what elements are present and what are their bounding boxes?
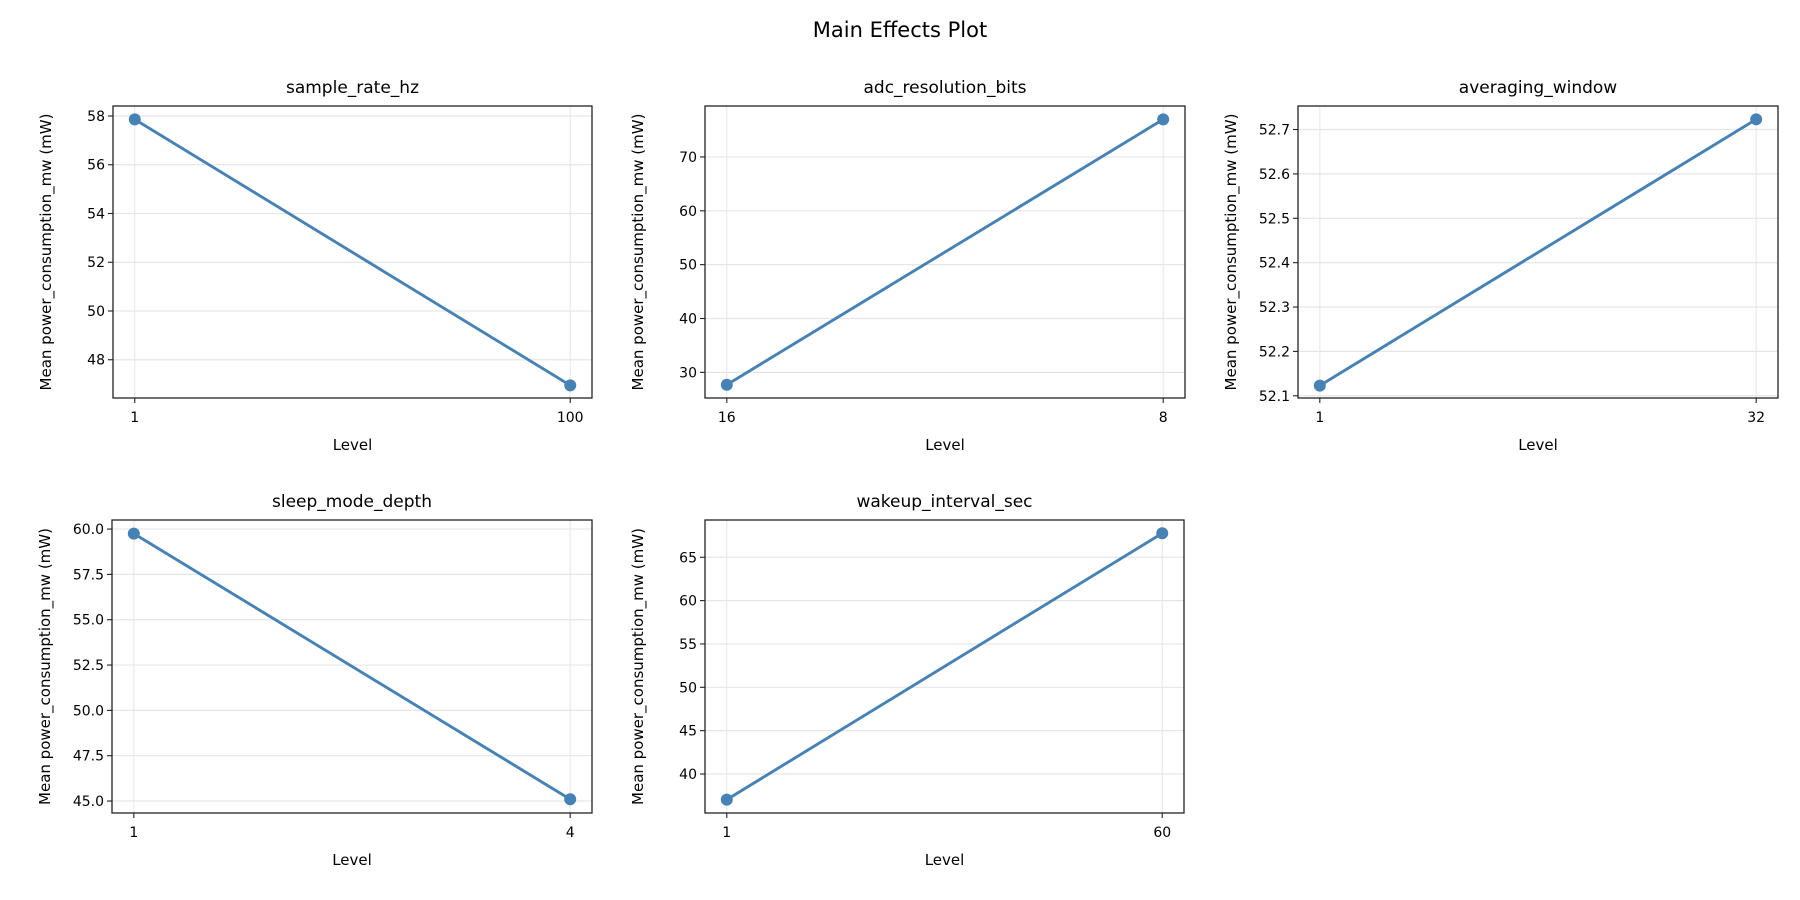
y-tick-label: 56 bbox=[87, 158, 105, 174]
y-tick-label: 52.3 bbox=[1259, 300, 1290, 316]
subplot-title: adc_resolution_bits bbox=[864, 78, 1027, 98]
series-line bbox=[133, 532, 571, 801]
subplot-wakeup_interval_sec: 40 45 50 55 60 65 1 60 wakeup_interval_sec Level M… bbox=[629, 492, 1185, 869]
y-tick-label: 50 bbox=[87, 304, 105, 320]
data-point-60 bbox=[1156, 527, 1169, 540]
y-tick-label: 58 bbox=[87, 109, 105, 125]
y-tick-label: 52.6 bbox=[1259, 167, 1290, 183]
figure-title: Main Effects Plot bbox=[813, 18, 987, 42]
series-line bbox=[1319, 118, 1757, 387]
x-tick-label: 1 bbox=[1315, 410, 1324, 426]
x-tick-label: 4 bbox=[566, 825, 575, 841]
data-point-1 bbox=[720, 793, 733, 806]
data-point-100 bbox=[564, 379, 577, 392]
y-tick-label: 60 bbox=[679, 594, 697, 610]
x-axis-label: Level bbox=[1518, 436, 1558, 454]
y-tick-label: 50.0 bbox=[73, 703, 104, 719]
x-tick-label: 32 bbox=[1747, 410, 1765, 426]
x-axis-label: Level bbox=[332, 851, 372, 869]
y-axis-label: Mean power_consumption_mw (mW) bbox=[629, 528, 648, 805]
subplot-sleep_mode_depth: 45.0 47.5 50.0 52.5 55.0 57.5 60.0 1 4 sleep_mode… bbox=[36, 492, 593, 869]
data-point-1 bbox=[127, 527, 140, 540]
x-tick-label: 8 bbox=[1159, 410, 1168, 426]
y-tick-label: 47.5 bbox=[73, 749, 104, 765]
y-tick-label: 70 bbox=[679, 150, 697, 166]
y-tick-label: 55 bbox=[679, 637, 697, 653]
y-tick-label: 55.0 bbox=[73, 613, 104, 629]
y-axis-label: Mean power_consumption_mw (mW) bbox=[1222, 114, 1241, 391]
axes-frame bbox=[112, 105, 593, 399]
subplot-sample_rate_hz: 48 50 52 54 56 58 1 100 sample_rate_hz Level Mean … bbox=[37, 78, 593, 454]
y-tick-label: 54 bbox=[87, 206, 105, 222]
y-axis-label: Mean power_consumption_mw (mW) bbox=[37, 114, 56, 391]
y-tick-label: 52.4 bbox=[1259, 256, 1290, 272]
y-tick-label: 60.0 bbox=[73, 522, 104, 538]
subplot-title: wakeup_interval_sec bbox=[856, 492, 1032, 512]
y-tick-label: 60 bbox=[679, 204, 697, 220]
y-tick-label: 52 bbox=[87, 255, 105, 271]
data-point-16 bbox=[720, 378, 733, 391]
y-tick-label: 52.5 bbox=[1259, 211, 1290, 227]
series-line bbox=[134, 118, 571, 387]
y-tick-label: 48 bbox=[87, 353, 105, 369]
y-tick-label: 52.5 bbox=[73, 658, 104, 674]
subplot-averaging_window: 52.1 52.2 52.3 52.4 52.5 52.6 52.7 1 32 averaging… bbox=[1222, 78, 1779, 454]
x-tick-label: 16 bbox=[718, 410, 736, 426]
data-point-4 bbox=[564, 793, 577, 806]
series-line bbox=[726, 532, 1163, 801]
x-axis-label: Level bbox=[333, 436, 373, 454]
y-tick-label: 52.1 bbox=[1259, 389, 1290, 405]
x-axis-label: Level bbox=[925, 851, 965, 869]
y-tick-label: 50 bbox=[679, 680, 697, 696]
subplot-title: sample_rate_hz bbox=[286, 78, 419, 98]
data-point-8 bbox=[1157, 113, 1170, 126]
y-tick-label: 40 bbox=[679, 767, 697, 783]
data-point-1 bbox=[1313, 379, 1326, 392]
x-tick-label: 100 bbox=[557, 410, 584, 426]
series-line bbox=[726, 118, 1164, 386]
y-tick-label: 30 bbox=[679, 365, 697, 381]
y-tick-label: 40 bbox=[679, 312, 697, 328]
subplot-adc_resolution_bits: 30 40 50 60 70 16 8 adc_resolution_bits Level Mea… bbox=[629, 78, 1186, 454]
y-axis-label: Mean power_consumption_mw (mW) bbox=[629, 114, 648, 391]
axes-frame bbox=[704, 519, 1185, 814]
y-tick-label: 52.2 bbox=[1259, 344, 1290, 360]
y-tick-label: 57.5 bbox=[73, 567, 104, 583]
axes-frame bbox=[1297, 105, 1779, 399]
x-tick-label: 1 bbox=[129, 825, 138, 841]
y-axis-label: Mean power_consumption_mw (mW) bbox=[36, 528, 55, 805]
data-point-1 bbox=[128, 113, 141, 126]
axes-frame bbox=[704, 105, 1186, 399]
x-tick-label: 1 bbox=[722, 825, 731, 841]
subplot-title: averaging_window bbox=[1459, 78, 1618, 98]
y-tick-label: 65 bbox=[679, 550, 697, 566]
y-tick-label: 52.7 bbox=[1259, 123, 1290, 139]
x-tick-label: 60 bbox=[1153, 825, 1171, 841]
x-tick-label: 1 bbox=[130, 410, 139, 426]
y-tick-label: 50 bbox=[679, 258, 697, 274]
subplot-title: sleep_mode_depth bbox=[272, 492, 432, 512]
axes-frame bbox=[111, 519, 593, 814]
x-axis-label: Level bbox=[925, 436, 965, 454]
y-tick-label: 45 bbox=[679, 724, 697, 740]
data-point-32 bbox=[1750, 113, 1763, 126]
y-tick-label: 45.0 bbox=[73, 794, 104, 810]
